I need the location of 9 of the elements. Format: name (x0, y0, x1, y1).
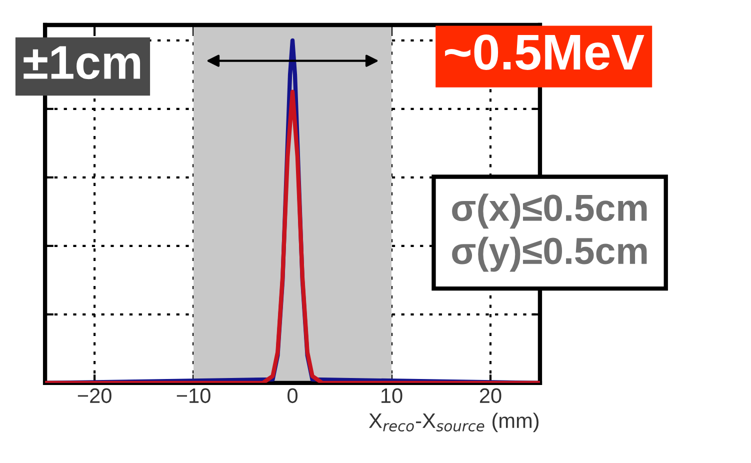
x-axis-title: X$_{reco}$-X$_{source}$ (mm) (368, 412, 539, 432)
x-tick-label: −10 (176, 388, 210, 404)
x-tick-label: 10 (382, 388, 402, 404)
x-tick-label: 20 (480, 388, 502, 404)
annotation: ~0.5MeV (445, 34, 644, 70)
x-tick-label: 0 (288, 388, 298, 404)
x-tick-label: −20 (78, 388, 112, 404)
annotation: σ(x)≤0.5cm σ(y)≤0.5cm (452, 194, 647, 272)
band-label: ±1cm (24, 46, 140, 80)
